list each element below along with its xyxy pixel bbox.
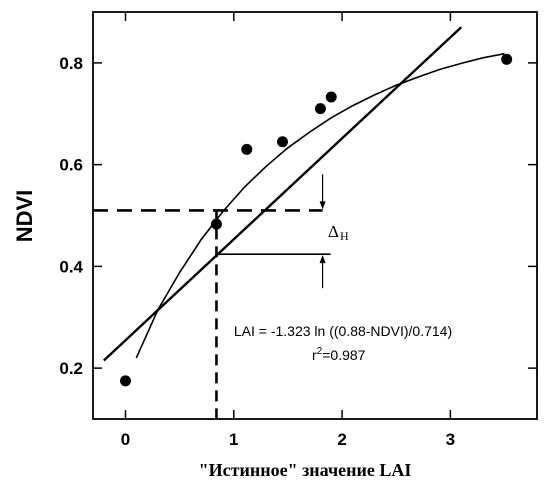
data-point	[241, 143, 253, 155]
y-tick-label: 0.6	[59, 156, 83, 175]
x-tick-labels: 0 1 2 3	[121, 430, 455, 449]
plot-frame	[92, 11, 538, 420]
r-squared-prefix: r	[312, 347, 317, 363]
r-squared-exponent: 2	[317, 346, 323, 357]
plot-border	[92, 11, 538, 420]
y-axis-label: NDVI	[12, 190, 37, 243]
x-tick-label: 2	[337, 430, 346, 449]
fit-lines	[103, 26, 505, 362]
data-point	[210, 218, 222, 230]
y-tick-labels: 0.2 0.4 0.6 0.8	[59, 54, 83, 378]
data-point	[277, 136, 289, 148]
y-tick-label: 0.4	[59, 257, 83, 276]
x-tick-label: 0	[121, 430, 130, 449]
x-axis-label: "Истинное" значение LAI	[199, 460, 412, 480]
x-tick-label: 3	[446, 430, 455, 449]
y-tick-label: 0.8	[59, 54, 83, 73]
data-points	[119, 53, 513, 387]
data-point	[119, 375, 131, 387]
delta-marker	[216, 174, 331, 289]
r-squared-value: =0.987	[322, 347, 365, 363]
data-point	[314, 103, 326, 115]
data-point	[325, 91, 337, 103]
delta-label: ΔH	[328, 222, 349, 243]
delta-upper-arrowhead	[319, 201, 326, 210]
y-tick-label: 0.2	[59, 359, 83, 378]
delta-symbol: Δ	[328, 222, 339, 241]
axis-ticks	[93, 12, 537, 419]
data-point	[501, 53, 513, 65]
equation-annotation: LAI = -1.323 ln ((0.88-NDVI)/0.714)	[234, 323, 452, 339]
r-squared-annotation: r2=0.987	[312, 346, 366, 363]
x-tick-label: 1	[229, 430, 238, 449]
delta-subscript: H	[340, 229, 349, 243]
dashed-guides	[93, 209, 323, 419]
delta-lower-arrowhead	[319, 255, 326, 264]
log-fit-curve	[135, 52, 505, 359]
